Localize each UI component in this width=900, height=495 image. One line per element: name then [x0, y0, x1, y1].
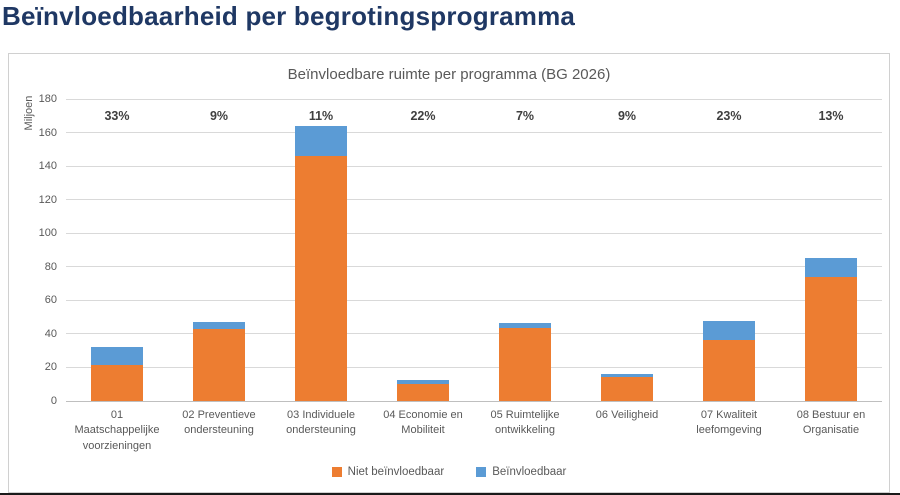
y-axis-tick-label: 0	[50, 395, 57, 407]
bar-percent-label: 9%	[617, 109, 637, 123]
bar-percent-label: 9%	[209, 109, 229, 123]
bar-segment-niet-beinvloedbaar[interactable]	[499, 328, 551, 401]
legend-item-niet-beinvloedbaar[interactable]: Niet beïnvloedbaar	[331, 466, 445, 478]
bar-segment-beinvloedbaar[interactable]	[193, 322, 245, 329]
chart-container: Beïnvloedbare ruimte per programma (BG 2…	[8, 53, 890, 493]
bar-segment-niet-beinvloedbaar[interactable]	[91, 364, 143, 401]
gridline	[66, 165, 882, 167]
gridline	[66, 199, 882, 201]
y-axis-tick-label: 40	[44, 327, 57, 340]
gridline	[66, 266, 882, 268]
x-axis-category-label: 07 Kwaliteit leefomgeving	[696, 409, 762, 437]
legend-swatch-orange-icon	[331, 467, 342, 477]
x-axis-line	[66, 401, 882, 402]
gridline	[66, 366, 882, 368]
y-axis-tick-label: 80	[44, 260, 57, 273]
bar-percent-label: 33%	[104, 109, 130, 123]
x-axis-category-label: 02 Preventieve ondersteuning	[182, 409, 256, 437]
bar-segment-niet-beinvloedbaar[interactable]	[397, 384, 449, 401]
y-axis-tick-label: 120	[38, 193, 57, 206]
legend: Niet beïnvloedbaar Beïnvloedbaar	[9, 466, 889, 478]
legend-item-beinvloedbaar[interactable]: Beïnvloedbaar	[476, 466, 566, 478]
x-axis-category-label: 01 Maatschappelijke voorzieningen	[74, 409, 160, 452]
x-axis-category-label: 08 Bestuur en Organisatie	[796, 409, 866, 437]
bar-segment-niet-beinvloedbaar[interactable]	[193, 328, 245, 401]
gridline	[66, 132, 882, 134]
x-axis-category-label: 05 Ruimtelijke ontwikkeling	[490, 409, 560, 437]
legend-label-beinvloedbaar: Beïnvloedbaar	[492, 466, 567, 478]
gridline	[66, 299, 882, 301]
legend-swatch-blue-icon	[476, 467, 487, 477]
gridline	[66, 98, 882, 100]
x-axis-category-label: 03 Individuele ondersteuning	[286, 409, 356, 437]
bar-segment-niet-beinvloedbaar[interactable]	[805, 276, 857, 401]
bar-segment-beinvloedbaar[interactable]	[397, 379, 449, 385]
chart-title: Beïnvloedbare ruimte per programma (BG 2…	[287, 66, 611, 83]
bar-percent-label: 22%	[410, 109, 436, 123]
y-axis-tick-label: 140	[38, 160, 57, 173]
bar-percent-label: 11%	[308, 109, 334, 123]
y-axis-tick-label: 60	[44, 294, 57, 307]
bar-segment-niet-beinvloedbaar[interactable]	[295, 156, 347, 401]
x-axis-category-label: 06 Veiligheid	[595, 409, 659, 421]
bar-segment-beinvloedbaar[interactable]	[91, 347, 143, 365]
bar-percent-label: 13%	[818, 109, 844, 123]
y-axis-tick-label: 180	[38, 93, 57, 105]
legend-label-niet-beinvloedbaar: Niet beïnvloedbaar	[347, 466, 445, 478]
bar-segment-niet-beinvloedbaar[interactable]	[601, 376, 653, 401]
bar-segment-beinvloedbaar[interactable]	[805, 258, 857, 277]
y-axis-tick-label: 20	[44, 361, 57, 374]
bar-segment-niet-beinvloedbaar[interactable]	[703, 339, 755, 401]
gridline	[66, 333, 882, 335]
bar-percent-label: 7%	[515, 109, 535, 123]
plot-area: 33% 9% 11% 22% 7% 9% 23% 13%	[66, 98, 882, 402]
gridline	[66, 232, 882, 234]
x-axis-category-label: 04 Economie en Mobiliteit	[383, 409, 463, 437]
y-axis-tick-label: 160	[38, 126, 57, 139]
bar-segment-beinvloedbaar[interactable]	[703, 321, 755, 340]
bar-segment-beinvloedbaar[interactable]	[601, 374, 653, 377]
bar-segment-beinvloedbaar[interactable]	[499, 322, 551, 329]
y-axis-tick-label: 100	[38, 227, 57, 240]
bar-segment-beinvloedbaar[interactable]	[295, 125, 347, 157]
bar-percent-label: 23%	[716, 109, 742, 123]
page-title: Beïnvloedbaarheid per begrotingsprogramm…	[2, 1, 576, 31]
